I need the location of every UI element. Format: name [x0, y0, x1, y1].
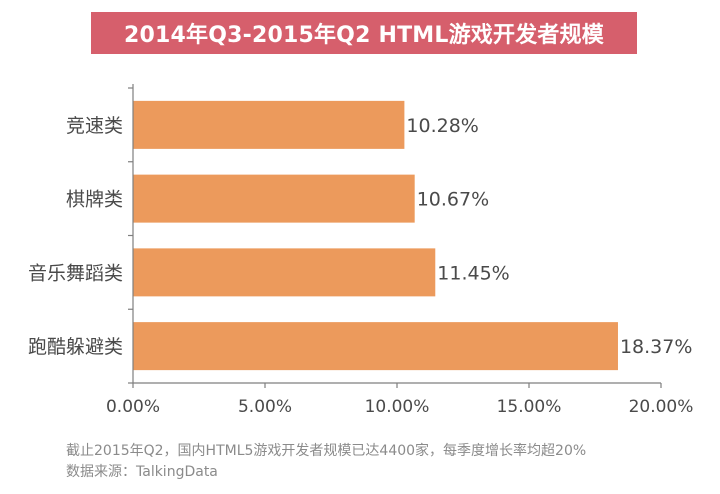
x-tick-label-3: 15.00%: [497, 397, 562, 417]
data-label-4: 18.37%: [620, 336, 692, 358]
data-label-2: 10.67%: [417, 189, 489, 211]
chart-title: 2014年Q3-2015年Q2 HTML游戏开发者规模: [91, 12, 637, 54]
category-label-3: 音乐舞蹈类: [28, 262, 123, 284]
x-tick-label-0: 0.00%: [106, 397, 160, 417]
bar-4: [133, 322, 618, 371]
chart-title-text: 2014年Q3-2015年Q2 HTML游戏开发者规模: [123, 23, 604, 48]
bar-2: [133, 174, 415, 223]
data-label-1: 10.28%: [406, 115, 478, 137]
data-label-3: 11.45%: [437, 262, 509, 284]
category-label-2: 棋牌类: [66, 189, 123, 211]
x-tick-label-2: 10.00%: [365, 397, 430, 417]
x-tick-label-1: 5.00%: [238, 397, 292, 417]
bar-1: [133, 100, 405, 149]
footer-note: 截止2015年Q2，国内HTML5游戏开发者规模已达4400家，每季度增长率均超…: [66, 443, 587, 459]
bar-3: [133, 248, 436, 297]
data-source: 数据来源：TalkingData: [66, 464, 218, 480]
x-tick-label-4: 20.00%: [629, 397, 694, 417]
category-label-1: 竞速类: [66, 115, 123, 137]
category-label-4: 跑酷躲避类: [28, 336, 123, 358]
